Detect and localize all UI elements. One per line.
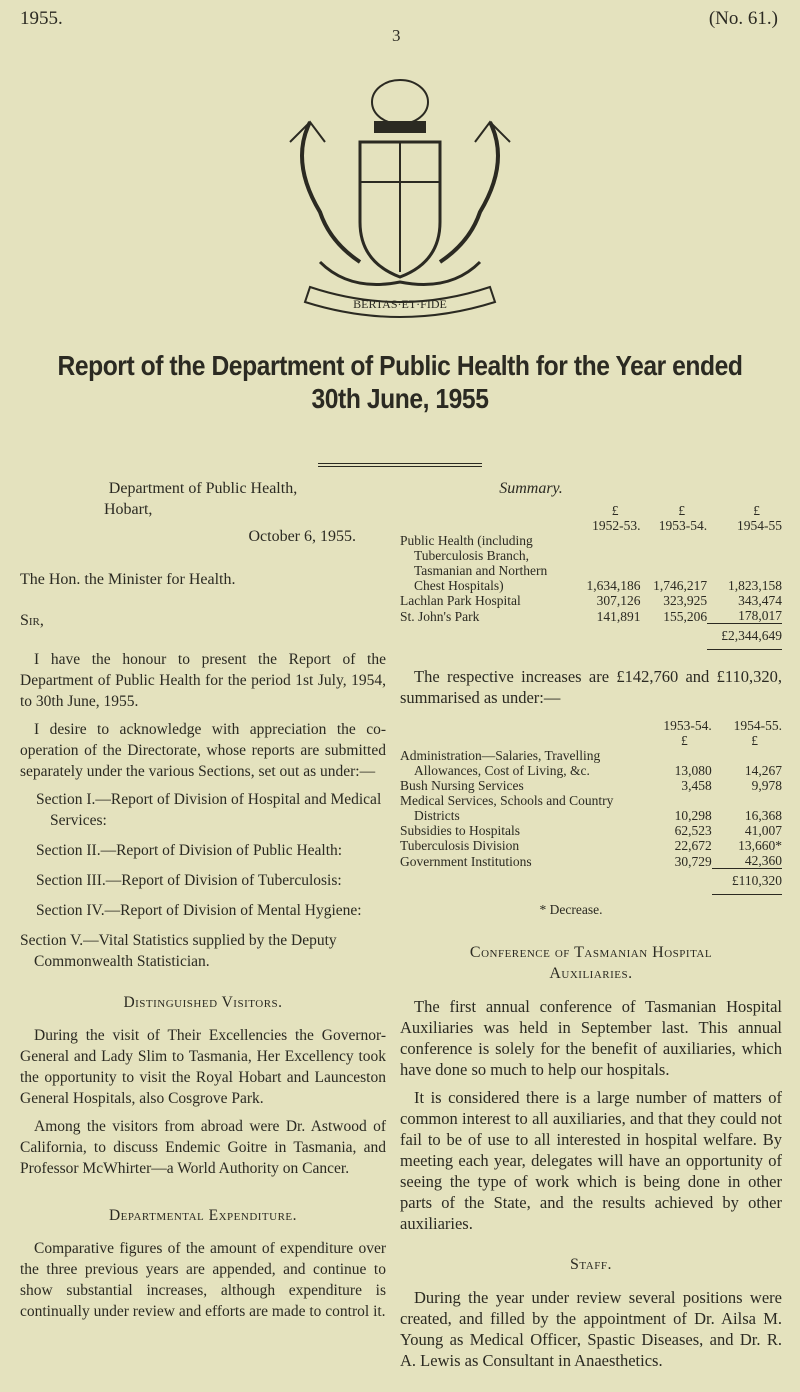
- report-title-line1: Report of the Department of Public Healt…: [57, 350, 743, 381]
- cell-value: 9,978: [751, 778, 782, 793]
- table-row: Lachlan Park Hospital 307,126 323,925 34…: [400, 593, 782, 608]
- currency-symbol: £: [751, 733, 758, 748]
- cell-value: 323,925: [663, 593, 708, 608]
- increases-table: 1953-54. 1954-55. £ £ Administration—Sal…: [400, 718, 782, 895]
- right-column: Summary. £ £ £ 1952-53. 1953-54. 1954-55…: [400, 478, 782, 1378]
- row-label: Tuberculosis Division: [400, 838, 520, 853]
- summary-heading: Summary.: [499, 480, 563, 497]
- address-line: Hobart,: [104, 501, 153, 518]
- section-heading: Staff.: [570, 1256, 612, 1273]
- cell-value: 1,634,186: [586, 578, 641, 593]
- cell-value: 10,298: [674, 808, 712, 823]
- currency-symbol: £: [611, 503, 619, 518]
- row-label: Government Institutions: [400, 853, 532, 869]
- page-number: 3: [392, 26, 401, 45]
- cell-value: 41,007: [744, 823, 782, 838]
- letter-date: October 6, 1955.: [248, 528, 356, 545]
- summary-total: £2,344,649: [707, 623, 782, 650]
- column-header: 1954-55.: [733, 718, 782, 733]
- row-label: St. John's Park: [400, 608, 480, 624]
- paragraph: The respective increases are £142,760 an…: [400, 667, 782, 707]
- paragraph: It is considered there is a large number…: [400, 1088, 782, 1233]
- cell-value: 13,080: [674, 763, 712, 778]
- left-column: Department of Public Health, Hobart, Oct…: [20, 478, 386, 1329]
- row-label: Public Health (including Tuberculosis Br…: [400, 533, 548, 593]
- section-heading: Conference of Tasmanian Hospital Auxilia…: [469, 944, 713, 982]
- section-item: Section I.—Report of Division of Hospita…: [36, 791, 382, 829]
- motto-text: BERTAS·ET·FIDE: [353, 297, 447, 311]
- cell-value: 1,823,158: [728, 578, 782, 593]
- currency-symbol: £: [753, 503, 760, 518]
- section-heading: Departmental Expenditure.: [108, 1207, 298, 1224]
- column-header: 1953-54.: [658, 518, 708, 533]
- report-title-line2: 30th June, 1955: [311, 383, 489, 414]
- paragraph: Comparative figures of the amount of exp…: [20, 1240, 386, 1320]
- table-row: Medical Services, Schools and Country Di…: [400, 793, 782, 823]
- cell-value: 16,368: [744, 808, 782, 823]
- currency-symbol: £: [678, 503, 686, 518]
- section-item: Section V.—Vital Statistics supplied by …: [20, 932, 337, 970]
- recipient: The Hon. the Minister for Health.: [20, 571, 236, 588]
- cell-value: 343,474: [738, 593, 782, 608]
- section-heading: Distinguished Visitors.: [123, 994, 283, 1011]
- table-row: Government Institutions 30,729 42,360: [400, 853, 782, 869]
- paragraph: Among the visitors from abroad were Dr. …: [20, 1118, 386, 1177]
- row-label: Bush Nursing Services: [400, 778, 524, 793]
- row-label: Lachlan Park Hospital: [400, 593, 521, 608]
- table-row: St. John's Park 141,891 155,206 178,017: [400, 608, 782, 624]
- header-series: (No. 61.): [708, 8, 778, 29]
- address-line: Department of Public Health,: [108, 480, 298, 497]
- cell-value: 1,746,217: [653, 578, 708, 593]
- salutation: Sir,: [20, 612, 44, 629]
- cell-value: 3,458: [681, 778, 712, 793]
- currency-symbol: £: [681, 733, 688, 748]
- table-row: Administration—Salaries, Travelling Allo…: [400, 748, 782, 778]
- footnote: * Decrease.: [539, 902, 603, 917]
- section-item: Section II.—Report of Division of Public…: [36, 842, 343, 859]
- cell-value: 141,891: [596, 608, 641, 624]
- section-item: Section III.—Report of Division of Tuber…: [36, 872, 342, 889]
- row-label: Administration—Salaries, Travelling Allo…: [400, 748, 601, 778]
- section-item: Section IV.—Report of Division of Mental…: [36, 902, 362, 919]
- coat-of-arms-emblem: BERTAS·ET·FIDE: [289, 79, 511, 318]
- table-row: Subsidies to Hospitals 62,523 41,007: [400, 823, 782, 838]
- increases-total: £110,320: [711, 868, 782, 895]
- summary-table: £ £ £ 1952-53. 1953-54. 1954-55 Public H…: [400, 503, 782, 650]
- table-row: Bush Nursing Services 3,458 9,978: [400, 778, 782, 793]
- cell-value: 155,206: [663, 608, 708, 624]
- table-row: Public Health (including Tuberculosis Br…: [400, 533, 782, 593]
- cell-value: 14,267: [744, 763, 782, 778]
- paragraph: I have the honour to present the Report …: [20, 651, 386, 710]
- paragraph: During the visit of Their Excellencies t…: [20, 1027, 386, 1107]
- row-label: Subsidies to Hospitals: [400, 823, 521, 838]
- column-header: 1953-54.: [663, 718, 712, 733]
- cell-value: 307,126: [596, 593, 641, 608]
- title-divider: [318, 463, 482, 467]
- paragraph: During the year under review several pos…: [400, 1288, 782, 1370]
- cell-value: 22,672: [674, 838, 712, 853]
- table-row: Tuberculosis Division 22,672 13,660*: [400, 838, 782, 853]
- cell-value: 13,660*: [738, 838, 782, 853]
- column-header: 1954-55: [737, 518, 782, 533]
- paragraph: I desire to acknowledge with appreciatio…: [20, 721, 386, 780]
- column-header: 1952-53.: [592, 518, 641, 533]
- header-year: 1955.: [20, 8, 63, 29]
- cell-value: 30,729: [674, 853, 712, 869]
- cell-value: 42,360: [744, 853, 782, 868]
- paragraph: The first annual conference of Tasmanian…: [400, 997, 782, 1079]
- row-label: Medical Services, Schools and Country Di…: [400, 793, 614, 823]
- cell-value: 62,523: [674, 823, 712, 838]
- cell-value: 178,017: [738, 608, 782, 623]
